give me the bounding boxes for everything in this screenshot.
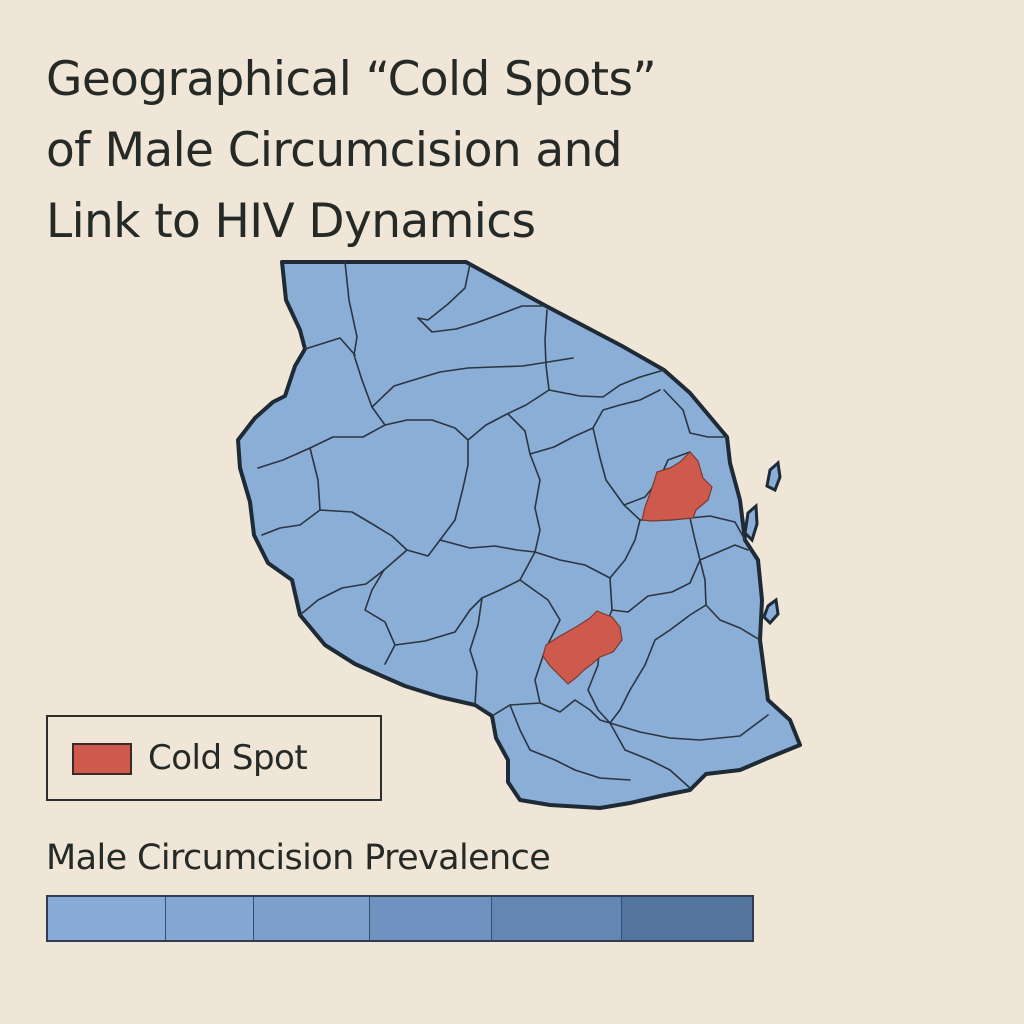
region-border xyxy=(299,549,408,616)
region-border xyxy=(609,544,749,613)
title-line-2: of Male Circumcision and xyxy=(46,123,623,178)
region-border xyxy=(417,305,547,333)
region-border xyxy=(544,309,550,391)
map-title: Geographical “Cold Spots” of Male Circum… xyxy=(46,44,657,257)
prevalence-scale-title: Male Circumcision Prevalence xyxy=(46,838,551,878)
island-3 xyxy=(762,597,780,626)
region-border xyxy=(319,509,441,557)
scale-segment-3 xyxy=(254,897,370,940)
title-line-3: Link to HIV Dynamics xyxy=(46,194,536,249)
region-border xyxy=(539,699,611,724)
cold-spot-swatch xyxy=(72,743,132,775)
region-border xyxy=(469,597,483,706)
map-legend: Cold Spot xyxy=(46,715,382,801)
region-border xyxy=(609,604,707,724)
island-1 xyxy=(765,460,782,493)
region-border xyxy=(699,559,761,641)
scale-segment-4 xyxy=(370,897,492,940)
scale-segment-2 xyxy=(166,897,254,940)
scale-segment-6 xyxy=(622,897,752,940)
region-border xyxy=(417,263,471,321)
region-border xyxy=(689,517,701,561)
region-border xyxy=(364,569,396,665)
region-border xyxy=(663,389,728,438)
region-border xyxy=(507,389,661,455)
region-border xyxy=(304,337,356,356)
cold-spot-legend-label: Cold Spot xyxy=(148,738,308,778)
region-border xyxy=(257,379,386,469)
region-border xyxy=(509,704,631,781)
prevalence-color-scale xyxy=(46,895,754,942)
cold-spot-north xyxy=(641,451,713,522)
region-border xyxy=(394,551,536,646)
cold-spot-south xyxy=(542,610,623,685)
scale-segment-1 xyxy=(48,897,166,940)
country-shape xyxy=(236,260,802,810)
scale-segment-5 xyxy=(492,897,622,940)
region-borders xyxy=(257,261,769,789)
region-border xyxy=(439,439,469,541)
region-border xyxy=(491,579,561,717)
region-border xyxy=(609,722,691,789)
region-border xyxy=(548,369,665,398)
island-2 xyxy=(743,502,759,543)
region-border xyxy=(261,447,321,536)
region-border xyxy=(609,714,769,741)
region-border xyxy=(592,427,641,521)
cold-spot-regions xyxy=(542,451,713,685)
country-outline xyxy=(236,260,802,810)
title-line-1: Geographical “Cold Spots” xyxy=(46,52,657,107)
region-border xyxy=(344,261,363,381)
region-border xyxy=(371,357,574,408)
